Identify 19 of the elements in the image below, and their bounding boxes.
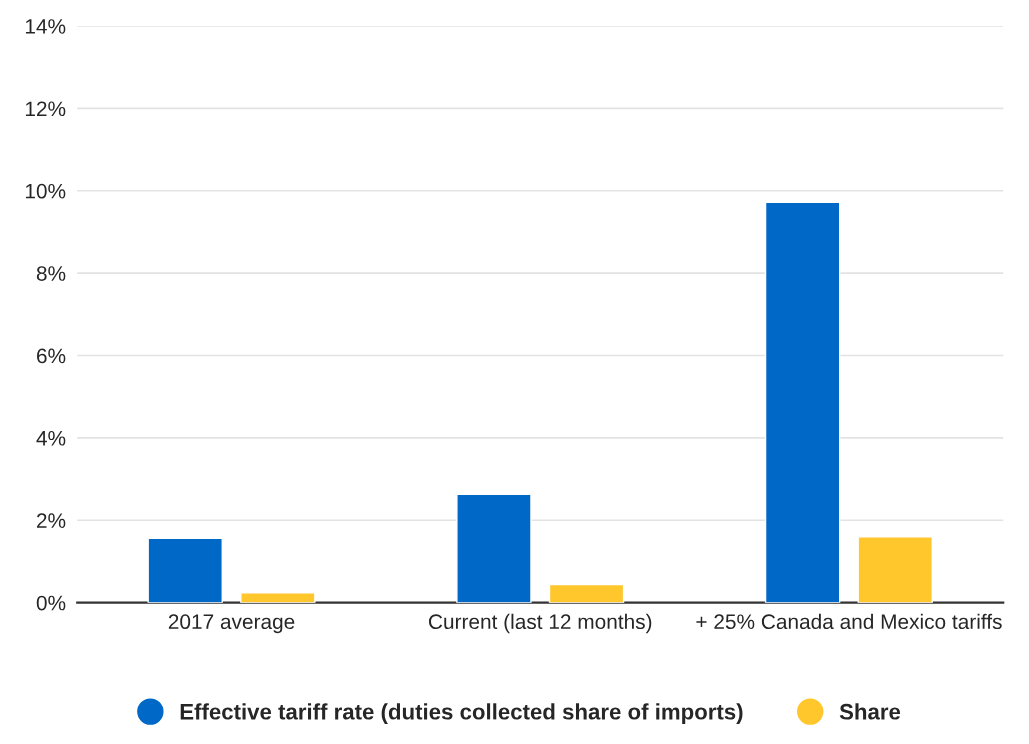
y-tick-label: 8% [36, 266, 66, 281]
x-tick-label: + 25% Canada and Mexico tariffs [696, 613, 1002, 630]
y-tick-label: 2% [37, 513, 66, 528]
legend-label: Share [839, 703, 901, 720]
bar [548, 583, 625, 603]
bar [764, 201, 841, 603]
x-tick-label: Current (last 12 months) [428, 613, 652, 634]
x-tick-label: 2017 average [168, 614, 295, 634]
legend-label: Effective tariff rate (duties collected share of imports) [180, 703, 743, 724]
bar [456, 493, 532, 603]
y-tick-label: 6% [37, 348, 66, 364]
bar [147, 537, 223, 603]
y-tick-label: 4% [36, 430, 66, 446]
bar [857, 536, 933, 603]
y-tick-label: 0% [36, 595, 66, 611]
y-tick-label: 10% [25, 183, 66, 199]
bar [240, 592, 316, 603]
y-tick-label: 12% [25, 101, 66, 117]
y-tick-label: 14% [25, 19, 66, 34]
